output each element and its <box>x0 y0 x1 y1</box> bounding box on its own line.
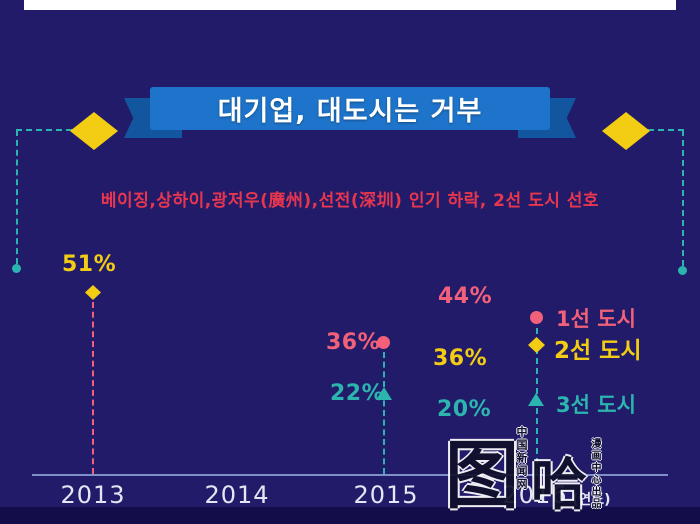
edge-dashed-line-right <box>682 130 684 266</box>
value-label-2016-tier3: 20% <box>437 397 492 422</box>
legend-tier2-cities: 2선 도시 <box>554 338 642 364</box>
page-title: 대기업, 대도시는 거부 <box>217 96 483 127</box>
value-label-2016-tier1: 44% <box>438 284 493 309</box>
watermark-character-2: 哈 <box>531 453 587 518</box>
top-white-strip <box>24 0 676 10</box>
guide-line-2013 <box>92 302 94 474</box>
value-label-2015-tier1: 36% <box>326 330 381 355</box>
x-axis-line <box>32 474 668 476</box>
data-point-2016-tier1-circle <box>530 311 543 324</box>
data-point-2016-tier2-diamond <box>528 337 545 353</box>
edge-dashed-line-top-right <box>648 129 684 131</box>
data-point-2015-tier3-triangle <box>376 387 392 400</box>
subtitle-text: 베이징,상하이,광저우(廣州),선전(深圳) 인기 하락, 2선 도시 선호 <box>100 191 600 211</box>
legend-tier3-cities: 3선 도시 <box>556 393 636 417</box>
x-tick-2014: 2014 <box>204 481 270 509</box>
x-axis-unit-label: (연도) <box>572 492 611 508</box>
edge-dashed-line-left <box>16 130 18 264</box>
x-tick-2013: 2013 <box>60 481 126 509</box>
watermark: 图 中国新闻网 哈 漫画中心出品 <box>443 424 603 522</box>
legend-tier1-cities: 1선 도시 <box>556 307 636 331</box>
data-point-2016-tier3-triangle <box>528 393 544 406</box>
decor-diamond-right <box>602 112 650 150</box>
x-tick-2016: 2016 <box>502 481 568 509</box>
edge-dot-left <box>12 264 21 273</box>
edge-dot-right <box>678 266 687 275</box>
edge-dashed-line-top-left <box>16 129 72 131</box>
decor-diamond-left <box>70 112 118 150</box>
watermark-character-1: 图 <box>445 433 519 519</box>
title-banner: 대기업, 대도시는 거부 <box>150 87 550 130</box>
x-tick-2015: 2015 <box>353 481 419 509</box>
data-point-2015-tier1-circle <box>377 336 390 349</box>
value-label-2016-tier2: 36% <box>433 346 488 371</box>
data-point-2013-tier2-diamond <box>85 285 101 300</box>
watermark-vertical-text-2: 漫画中心出品 <box>589 438 600 510</box>
footer-strip <box>0 507 700 524</box>
value-label-2013-tier2: 51% <box>62 252 117 277</box>
value-label-2015-tier3: 22% <box>330 381 385 406</box>
guide-line-2015 <box>383 352 385 474</box>
watermark-vertical-text-1: 中国新闻网 <box>515 426 528 491</box>
